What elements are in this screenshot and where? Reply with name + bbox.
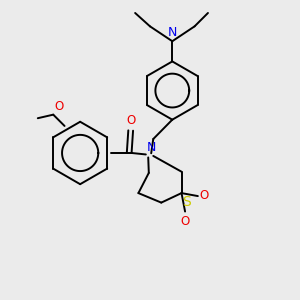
Text: O: O — [55, 100, 64, 113]
Text: O: O — [180, 215, 190, 228]
Text: O: O — [126, 114, 135, 127]
Text: S: S — [182, 195, 191, 208]
Text: N: N — [168, 26, 177, 39]
Text: O: O — [200, 189, 209, 202]
Text: N: N — [146, 141, 156, 154]
